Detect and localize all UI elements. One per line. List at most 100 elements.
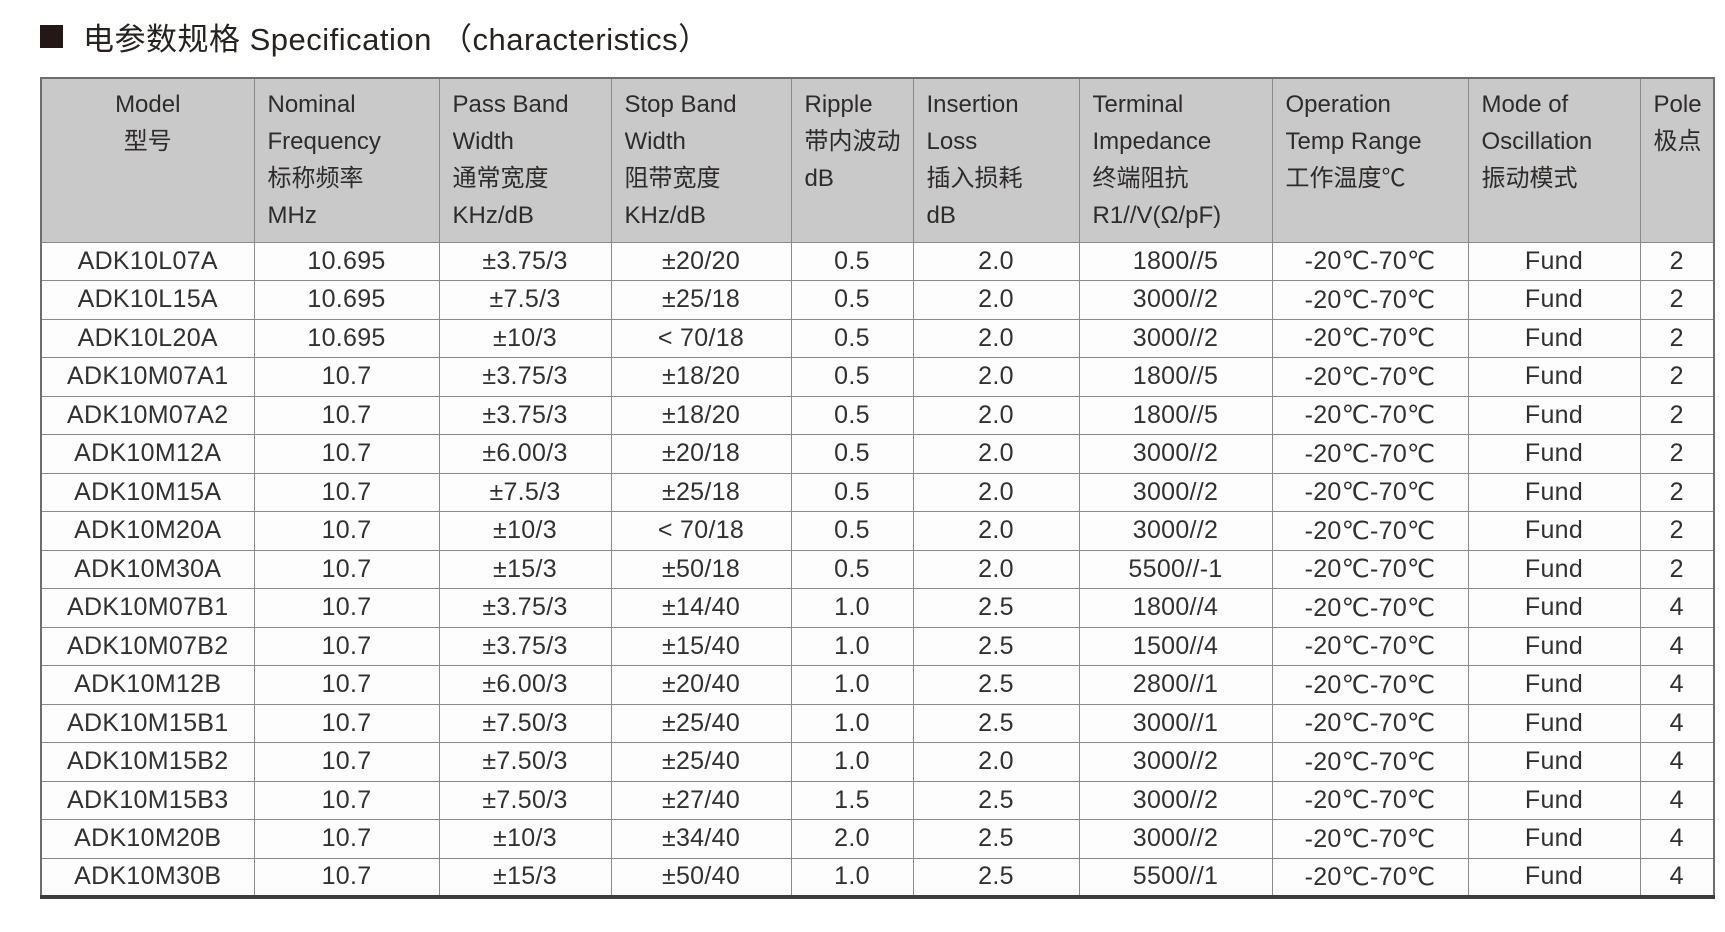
header-cell-ripple: Ripple 带内波动 dB — [790, 77, 914, 243]
table-cell: 3000//2 — [1078, 318, 1273, 358]
table-cell: ±7.5/3 — [438, 472, 612, 512]
header-line: Temp Range — [1285, 128, 1422, 155]
table-cell: Fund — [1467, 472, 1641, 512]
table-cell: ±3.75/3 — [438, 588, 612, 628]
header-row: Model 型号 Nominal Frequency 标称频率 MHz Pass Band W… — [40, 77, 1715, 243]
header-line: 极点 — [1653, 128, 1702, 155]
table-cell: 10.7 — [253, 819, 440, 859]
section-title: 电参数规格 Specification （characteristics） — [40, 14, 710, 59]
table-row: ADK10M30B 10.7 ±15/3 ±50/40 1.0 2.5 5500//1 -20… — [40, 857, 1715, 897]
header-line: dB — [804, 165, 834, 192]
table-cell: 10.7 — [253, 511, 440, 551]
table-cell: 10.7 — [253, 472, 440, 512]
table-cell: 2.0 — [912, 280, 1080, 320]
page-title: 电参数规格 Specification （characteristics） — [83, 22, 710, 57]
table-cell: ±3.75/3 — [438, 626, 612, 666]
table-cell: -20℃-70℃ — [1271, 280, 1469, 320]
table-cell: 10.695 — [253, 241, 440, 281]
table-cell: 2.0 — [912, 395, 1080, 435]
header-line: Pass Band — [452, 91, 569, 118]
header-line: Nominal — [267, 91, 356, 118]
table-cell: 2.0 — [912, 472, 1080, 512]
table-cell: Fund — [1467, 588, 1641, 628]
table-cell: Fund — [1467, 549, 1641, 589]
table-cell: 2.5 — [912, 665, 1080, 705]
table-cell: 2.0 — [912, 549, 1080, 589]
table-cell: -20℃-70℃ — [1271, 549, 1469, 589]
header-line: Stop Band — [624, 91, 737, 118]
table-row: ADK10M07B1 10.7 ±3.75/3 ±14/40 1.0 2.5 1800//4… — [40, 588, 1715, 628]
table-cell: ±25/40 — [610, 742, 792, 782]
table-cell: ±3.75/3 — [438, 395, 612, 435]
header-line: 通常宽度 — [452, 165, 549, 192]
table-cell: 4 — [1639, 819, 1715, 859]
table-cell: 2 — [1639, 511, 1715, 551]
table-cell: 2 — [1639, 280, 1715, 320]
table-cell: ±7.50/3 — [438, 780, 612, 820]
header-line: Operation — [1285, 91, 1391, 118]
header-line: 型号 — [123, 128, 172, 155]
table-cell: -20℃-70℃ — [1271, 857, 1469, 897]
table-row: ADK10L20A 10.695 ±10/3 < 70/18 0.5 2.0 3000//2… — [40, 318, 1715, 358]
table-cell: 4 — [1639, 742, 1715, 782]
table-cell: 2 — [1639, 434, 1715, 474]
table-cell: 10.695 — [253, 318, 440, 358]
table-cell: 1800//4 — [1078, 588, 1273, 628]
header-cell-operation-temp-range: Operation Temp Range 工作温度℃ — [1271, 77, 1469, 243]
header-cell-pole: Pole 极点 — [1639, 77, 1715, 243]
table-cell: -20℃-70℃ — [1271, 588, 1469, 628]
table-cell: 3000//2 — [1078, 280, 1273, 320]
table-cell: Fund — [1467, 857, 1641, 897]
table-cell: 10.7 — [253, 742, 440, 782]
table-cell: -20℃-70℃ — [1271, 626, 1469, 666]
table-cell: 4 — [1639, 703, 1715, 743]
table-cell: Fund — [1467, 395, 1641, 435]
table-cell: Fund — [1467, 780, 1641, 820]
table-cell: ±7.50/3 — [438, 742, 612, 782]
model-cell: ADK10L15A — [40, 280, 255, 320]
table-cell: -20℃-70℃ — [1271, 819, 1469, 859]
model-cell: ADK10M20B — [40, 819, 255, 859]
table-cell: ±20/18 — [610, 434, 792, 474]
table-cell: 2.0 — [912, 241, 1080, 281]
table-cell: 2 — [1639, 357, 1715, 397]
table-row: ADK10M07B2 10.7 ±3.75/3 ±15/40 1.0 2.5 1500//4… — [40, 626, 1715, 666]
header-cell-model: Model 型号 — [40, 77, 255, 243]
model-cell: ADK10M07A1 — [40, 357, 255, 397]
table-cell: 2.0 — [912, 511, 1080, 551]
table-cell: 10.695 — [253, 280, 440, 320]
table-cell: 3000//2 — [1078, 742, 1273, 782]
table-cell: 4 — [1639, 626, 1715, 666]
table-cell: 10.7 — [253, 857, 440, 897]
table-cell: Fund — [1467, 357, 1641, 397]
table-cell: 10.7 — [253, 395, 440, 435]
header-line: Ripple — [804, 91, 873, 118]
table-cell: ±20/40 — [610, 665, 792, 705]
table-cell: 4 — [1639, 780, 1715, 820]
table-cell: Fund — [1467, 241, 1641, 281]
table-cell: 2.5 — [912, 819, 1080, 859]
table-cell: Fund — [1467, 511, 1641, 551]
table-cell: -20℃-70℃ — [1271, 434, 1469, 474]
model-cell: ADK10M20A — [40, 511, 255, 551]
table-cell: Fund — [1467, 665, 1641, 705]
header-line: 阻带宽度 — [624, 165, 721, 192]
header-line: 带内波动 — [804, 128, 901, 155]
table-cell: 2800//1 — [1078, 665, 1273, 705]
table-cell: 1.0 — [790, 665, 914, 705]
table-cell: ±15/3 — [438, 857, 612, 897]
header-line: KHz/dB — [452, 202, 534, 229]
table-row: ADK10M07A2 10.7 ±3.75/3 ±18/20 0.5 2.0 1800//5… — [40, 395, 1715, 435]
table-cell: 10.7 — [253, 549, 440, 589]
table-cell: 2.5 — [912, 703, 1080, 743]
table-cell: 3000//2 — [1078, 511, 1273, 551]
table-row: ADK10L07A 10.695 ±3.75/3 ±20/20 0.5 2.0 1800//… — [40, 241, 1715, 281]
table-cell: -20℃-70℃ — [1271, 395, 1469, 435]
header-cell-nominal-frequency: Nominal Frequency 标称频率 MHz — [253, 77, 440, 243]
table-cell: Fund — [1467, 626, 1641, 666]
table-cell: -20℃-70℃ — [1271, 318, 1469, 358]
header-line: R1//V(Ω/pF) — [1092, 202, 1222, 229]
table-row: ADK10M20B 10.7 ±10/3 ±34/40 2.0 2.5 3000//2 -20… — [40, 819, 1715, 859]
table-body: ADK10L07A 10.695 ±3.75/3 ±20/20 0.5 2.0 1800//… — [40, 241, 1715, 897]
